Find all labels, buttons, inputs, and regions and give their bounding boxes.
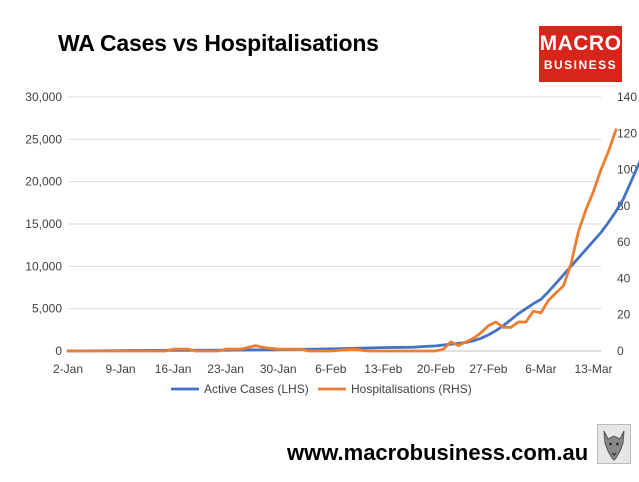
y-right-tick-label: 20 (617, 308, 631, 322)
x-tick-label: 2-Jan (53, 362, 83, 376)
x-tick-label: 9-Jan (106, 362, 136, 376)
x-tick-label: 6-Mar (525, 362, 556, 376)
x-tick-label: 13-Feb (364, 362, 402, 376)
x-tick-label: 13-Mar (574, 362, 612, 376)
macrobusiness-logo: MACRO BUSINESS (539, 26, 622, 82)
series-line-active-cases-lhs (66, 159, 639, 353)
wolf-icon (597, 424, 631, 464)
x-tick-label: 6-Feb (315, 362, 347, 376)
logo-line2: BUSINESS (543, 58, 618, 72)
y-left-tick-label: 30,000 (25, 90, 62, 104)
y-left-tick-label: 10,000 (25, 259, 62, 273)
series-line-hospitalisations-rhs (66, 128, 618, 353)
y-right-tick-label: 60 (617, 235, 631, 249)
legend-label: Hospitalisations (RHS) (351, 382, 472, 396)
logo-line1: MACRO (539, 32, 622, 55)
y-left-tick-label: 20,000 (25, 175, 62, 189)
x-tick-label: 20-Feb (417, 362, 455, 376)
y-left-tick-label: 0 (55, 344, 62, 358)
y-right-tick-label: 140 (617, 90, 637, 104)
footer-url: www.macrobusiness.com.au (287, 440, 589, 465)
x-tick-label: 27-Feb (469, 362, 507, 376)
x-tick-label: 16-Jan (155, 362, 192, 376)
x-tick-label: 30-Jan (260, 362, 297, 376)
y-right-tick-label: 0 (617, 344, 624, 358)
x-tick-label: 23-Jan (207, 362, 244, 376)
line-chart: 0 5,000 10,000 15,000 20,000 25,000 30,000 0 20 4… (25, 90, 639, 396)
y-right-tick-label: 40 (617, 271, 631, 285)
y-right-tick-label: 120 (617, 126, 637, 140)
y-left-tick-label: 25,000 (25, 132, 62, 146)
y-left-tick-label: 5,000 (32, 302, 62, 316)
legend-label: Active Cases (LHS) (204, 382, 309, 396)
chart-title: WA Cases vs Hospitalisations (58, 30, 379, 56)
y-left-tick-label: 15,000 (25, 217, 62, 231)
y-right-tick-label: 100 (617, 163, 637, 177)
